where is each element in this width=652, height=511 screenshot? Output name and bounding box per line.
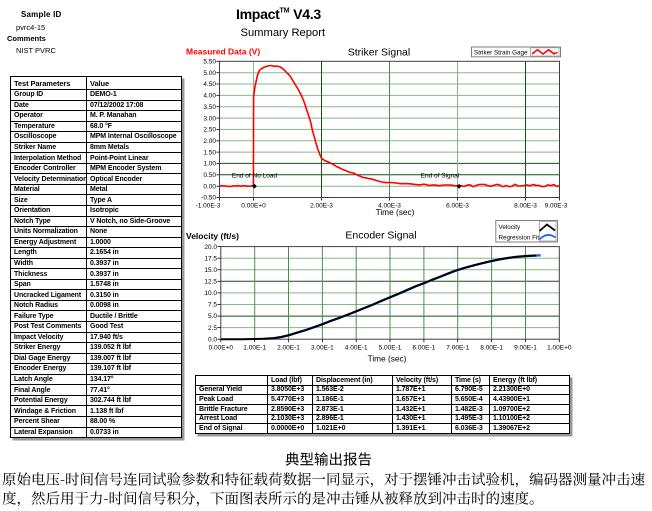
- svg-text:2.00: 2.00: [203, 138, 216, 145]
- svg-text:3.00: 3.00: [203, 115, 216, 122]
- svg-text:3.50: 3.50: [203, 104, 216, 111]
- svg-text:0.50: 0.50: [203, 172, 216, 179]
- svg-text:6.00E-3: 6.00E-3: [446, 203, 469, 210]
- svg-text:5.0: 5.0: [208, 313, 217, 320]
- svg-text:Velocity: Velocity: [499, 224, 522, 231]
- svg-text:8.00E-1: 8.00E-1: [480, 345, 503, 352]
- svg-text:20.0: 20.0: [204, 244, 217, 251]
- svg-text:0.00E+0: 0.00E+0: [241, 203, 266, 210]
- svg-text:0.0: 0.0: [208, 336, 217, 343]
- svg-text:15.0: 15.0: [204, 267, 217, 274]
- svg-text:5.00: 5.00: [203, 70, 216, 77]
- svg-text:5.50: 5.50: [203, 59, 216, 66]
- svg-text:-1.00E-3: -1.00E-3: [196, 203, 221, 210]
- svg-text:End of No Load: End of No Load: [232, 172, 278, 179]
- svg-text:2.00E-1: 2.00E-1: [277, 345, 300, 352]
- svg-text:9.00E-1: 9.00E-1: [514, 345, 537, 352]
- svg-text:End of Signal: End of Signal: [421, 172, 460, 179]
- svg-text:7.5: 7.5: [208, 302, 217, 309]
- svg-text:2.00E-3: 2.00E-3: [310, 203, 333, 210]
- svg-text:2.50: 2.50: [203, 127, 216, 134]
- svg-text:Regression Fit: Regression Fit: [499, 234, 540, 241]
- svg-text:10.0: 10.0: [204, 290, 217, 297]
- svg-text:Encoder Signal: Encoder Signal: [345, 230, 416, 242]
- svg-text:5.00E-1: 5.00E-1: [379, 345, 402, 352]
- svg-text:2.5: 2.5: [208, 325, 217, 332]
- svg-text:4.00: 4.00: [203, 93, 216, 100]
- svg-text:Velocity (ft/s): Velocity (ft/s): [186, 231, 239, 241]
- svg-text:8.00E-3: 8.00E-3: [514, 203, 537, 210]
- svg-text:-0.50: -0.50: [201, 195, 216, 202]
- svg-text:3.00E-1: 3.00E-1: [311, 345, 334, 352]
- svg-text:17.5: 17.5: [204, 255, 217, 262]
- svg-text:1.50: 1.50: [203, 149, 216, 156]
- svg-text:4.50: 4.50: [203, 81, 216, 88]
- svg-text:Time (sec): Time (sec): [376, 207, 415, 217]
- svg-text:1.00E+0: 1.00E+0: [547, 345, 572, 352]
- svg-text:1.00: 1.00: [203, 161, 216, 168]
- svg-text:6.00E-1: 6.00E-1: [413, 345, 436, 352]
- svg-text:Striker Signal: Striker Signal: [348, 47, 410, 59]
- svg-text:9.00E-3: 9.00E-3: [545, 203, 568, 210]
- svg-text:Measured Data (V): Measured Data (V): [186, 47, 260, 57]
- svg-text:4.00E-3: 4.00E-3: [378, 203, 401, 210]
- svg-text:7.00E-1: 7.00E-1: [446, 345, 469, 352]
- svg-text:1.00E-1: 1.00E-1: [243, 345, 266, 352]
- svg-text:0.00: 0.00: [203, 183, 216, 190]
- svg-text:0.00E+0: 0.00E+0: [209, 345, 234, 352]
- svg-text:Time (sec): Time (sec): [368, 354, 407, 364]
- svg-text:12.5: 12.5: [204, 279, 217, 286]
- svg-text:Striker Strain Gage: Striker Strain Gage: [474, 49, 528, 56]
- svg-text:4.00E-1: 4.00E-1: [345, 345, 368, 352]
